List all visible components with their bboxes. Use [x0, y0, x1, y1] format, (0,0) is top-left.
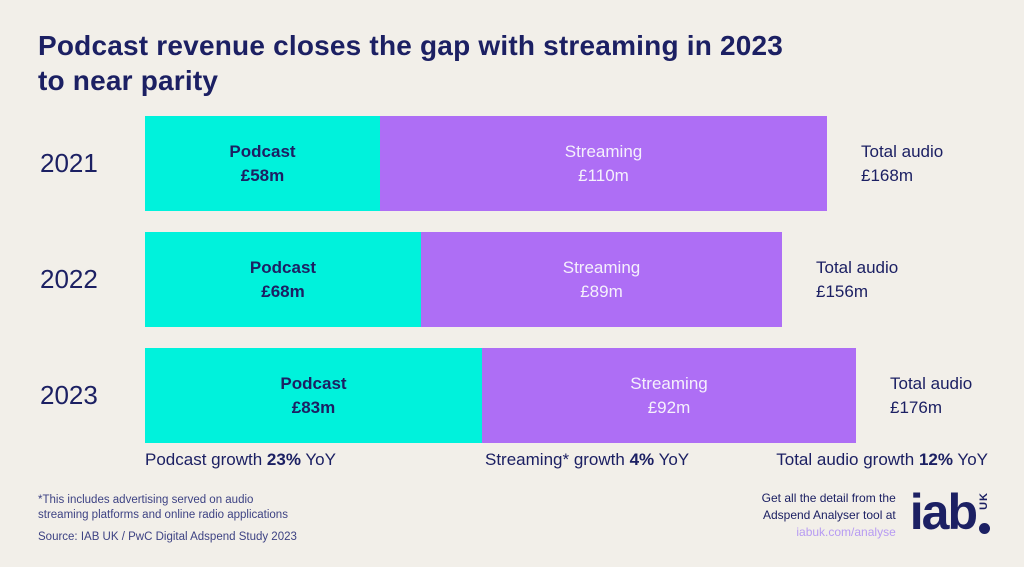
segment-value: £83m: [291, 397, 336, 417]
growth-percent: 23%: [266, 450, 301, 469]
streaming-growth-label: Streaming* growth 4% YoY: [485, 450, 689, 470]
footnote-line-1: *This includes advertising served on aud…: [38, 494, 254, 506]
promo-line-2: Adspend Analyser tool at: [762, 508, 896, 522]
analyse-tool-link[interactable]: iabuk.com/analyse: [796, 525, 896, 539]
page-title: Podcast revenue closes the gap with stre…: [38, 28, 783, 98]
total-value: £156m: [816, 281, 868, 301]
segment-value: £89m: [580, 281, 623, 301]
podcast-segment: Podcast £58m: [145, 116, 380, 211]
growth-percent: 4%: [629, 450, 655, 469]
segment-value: £68m: [261, 281, 305, 301]
podcast-growth-label: Podcast growth 23% YoY: [145, 450, 336, 470]
footnote-line-2: streaming platforms and online radio app…: [38, 509, 288, 521]
segment-name: Streaming: [564, 141, 643, 161]
total-audio-growth-label: Total audio growth 12% YoY: [776, 450, 988, 470]
iab-uk-logo: iab UK: [909, 484, 990, 540]
iab-logo-dot-icon: [979, 523, 990, 534]
title-line-1: Podcast revenue closes the gap with stre…: [38, 30, 784, 61]
segment-value: £110m: [578, 165, 629, 185]
growth-prefix: Total audio growth: [776, 450, 915, 469]
footnote: *This includes advertising served on aud…: [38, 493, 297, 545]
title-line-2: to near parity: [38, 65, 219, 96]
streaming-segment-label: Streaming £110m: [565, 140, 642, 188]
streaming-segment-label: Streaming £89m: [563, 256, 640, 304]
segment-name: Streaming: [630, 373, 708, 393]
streaming-segment-label: Streaming £92m: [630, 372, 707, 420]
segment-value: £92m: [647, 397, 691, 417]
total-name: Total audio: [890, 373, 973, 393]
growth-prefix: Podcast growth: [145, 450, 263, 469]
growth-suffix: YoY: [957, 450, 988, 469]
total-audio-label: Total audio £176m: [890, 348, 972, 443]
growth-suffix: YoY: [658, 450, 690, 469]
growth-suffix: YoY: [305, 450, 336, 469]
year-label: 2022: [40, 264, 98, 294]
streaming-segment: Streaming £89m: [421, 232, 782, 327]
total-audio-label: Total audio £168m: [861, 116, 943, 211]
year-label: 2023: [40, 380, 98, 410]
growth-prefix: Streaming* growth: [485, 450, 625, 469]
segment-name: Streaming: [562, 257, 641, 277]
total-name: Total audio: [816, 257, 899, 277]
total-name: Total audio: [861, 141, 944, 161]
segment-value: £58m: [240, 165, 285, 185]
streaming-segment: Streaming £110m: [380, 116, 827, 211]
growth-percent: 12%: [918, 450, 953, 469]
iab-logo-uk-column: UK: [978, 492, 990, 534]
stacked-bar-chart: 2021 Podcast £58m Streaming £110m Total …: [0, 116, 1024, 464]
iab-logo-text: iab: [909, 484, 978, 540]
iab-logo-uk-text: UK: [978, 492, 990, 510]
total-audio-label: Total audio £156m: [816, 232, 898, 327]
segment-name: Podcast: [229, 141, 296, 161]
source-credit: Source: IAB UK / PwC Digital Adspend Stu…: [38, 531, 297, 543]
podcast-segment: Podcast £68m: [145, 232, 421, 327]
podcast-segment: Podcast £83m: [145, 348, 482, 443]
footer-right: Get all the detail from the Adspend Anal…: [762, 484, 990, 541]
segment-name: Podcast: [280, 373, 347, 393]
bar-row-2022: 2022 Podcast £68m Streaming £89m Total a…: [0, 232, 1024, 327]
total-value: £168m: [861, 165, 913, 185]
podcast-segment-label: Podcast £68m: [250, 256, 316, 304]
promo-text: Get all the detail from the Adspend Anal…: [762, 490, 896, 541]
segment-name: Podcast: [249, 257, 317, 277]
bar-row-2021: 2021 Podcast £58m Streaming £110m Total …: [0, 116, 1024, 211]
growth-labels-row: Podcast growth 23% YoY Streaming* growth…: [0, 450, 1024, 474]
bar-row-2023: 2023 Podcast £83m Streaming £92m Total a…: [0, 348, 1024, 443]
promo-line-1: Get all the detail from the: [761, 491, 896, 505]
year-label: 2021: [40, 148, 98, 178]
podcast-segment-label: Podcast £83m: [280, 372, 346, 420]
streaming-segment: Streaming £92m: [482, 348, 856, 443]
total-value: £176m: [890, 397, 942, 417]
podcast-segment-label: Podcast £58m: [229, 140, 295, 188]
